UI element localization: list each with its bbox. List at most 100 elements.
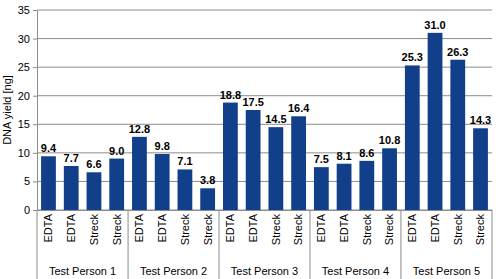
x-tick: Streck — [474, 210, 486, 245]
bar — [405, 65, 420, 210]
x-tick: Streck — [202, 210, 214, 245]
x-tick-label: EDTA — [65, 213, 77, 242]
x-tick: Streck — [179, 210, 191, 245]
x-tick: EDTA — [65, 210, 77, 243]
x-tick-label: Streck — [474, 214, 486, 246]
grid — [37, 10, 492, 210]
group-separator — [37, 210, 38, 279]
x-tick: Streck — [361, 210, 373, 245]
y-tick-label: 25 — [18, 61, 30, 73]
data-label: 18.8 — [220, 89, 241, 101]
x-tick-label: EDTA — [224, 213, 236, 242]
x-tick-label: Streck — [179, 214, 191, 246]
group-label: Test Person 4 — [322, 265, 389, 277]
data-label: 7.1 — [177, 155, 192, 167]
bar — [382, 148, 397, 210]
grid-line — [37, 95, 492, 96]
y-tick-label: 15 — [18, 118, 30, 130]
x-axis: EDTA EDTA Streck Streck EDTA EDTA Streck Streck… — [38, 210, 493, 245]
y-tick-mark — [33, 153, 37, 154]
bar — [291, 116, 306, 210]
x-tick-label: EDTA — [247, 213, 259, 242]
y-tick-label: 0 — [24, 204, 30, 216]
bar — [473, 128, 488, 210]
bar — [314, 167, 329, 210]
grid-line — [37, 10, 492, 11]
x-axis-line — [38, 210, 493, 211]
y-tick-label: 35 — [18, 4, 30, 16]
bar — [178, 169, 193, 210]
x-tick: EDTA — [429, 210, 441, 243]
data-label: 25.3 — [402, 51, 423, 63]
data-labels: 9.47.76.69.012.89.87.13.818.817.514.516.… — [41, 19, 491, 186]
x-tick-label: EDTA — [133, 213, 145, 242]
y-tick: 0 — [24, 204, 37, 216]
x-tick-label: EDTA — [406, 213, 418, 242]
bar — [359, 161, 374, 210]
data-label: 3.8 — [200, 174, 215, 186]
y-tick-mark — [33, 181, 37, 182]
y-tick: 15 — [18, 118, 37, 130]
data-label: 14.3 — [470, 114, 491, 126]
y-tick-mark — [33, 39, 37, 40]
bar — [268, 127, 283, 210]
y-tick-mark — [33, 124, 37, 125]
y-axis: 05101520253035 — [18, 4, 38, 216]
group-label: Test Person 5 — [413, 265, 480, 277]
bar — [132, 137, 147, 210]
x-tick-label: EDTA — [315, 213, 327, 242]
y-tick-label: 30 — [18, 33, 30, 45]
bar — [337, 164, 352, 210]
x-tick-label: EDTA — [338, 213, 350, 242]
bars — [41, 33, 488, 210]
x-tick: Streck — [383, 210, 395, 245]
y-tick-mark — [33, 96, 37, 97]
data-label: 26.3 — [447, 46, 468, 58]
group-separator — [400, 210, 401, 279]
y-tick-mark — [33, 210, 37, 211]
x-tick: EDTA — [406, 210, 418, 243]
x-tick-label: EDTA — [42, 213, 54, 242]
x-tick: Streck — [88, 210, 100, 245]
x-tick-label: Streck — [270, 214, 282, 246]
bar — [109, 159, 124, 210]
data-label: 6.6 — [86, 158, 101, 170]
data-label: 9.4 — [41, 142, 57, 154]
data-label: 31.0 — [424, 19, 445, 31]
groups: Test Person 1Test Person 2Test Person 3T… — [37, 210, 492, 279]
data-label: 10.8 — [379, 134, 400, 146]
x-tick-label: Streck — [88, 214, 100, 246]
grid-line — [37, 181, 492, 182]
x-tick-label: Streck — [202, 214, 214, 246]
x-tick-label: Streck — [111, 214, 123, 246]
x-tick-label: Streck — [361, 214, 373, 246]
bar — [87, 172, 102, 210]
data-label: 12.8 — [129, 123, 150, 135]
y-axis-title: DNA yield [ng] — [1, 75, 13, 145]
group-separator — [492, 210, 493, 279]
bar — [246, 110, 261, 210]
bar — [200, 188, 215, 210]
y-tick-mark — [33, 10, 37, 11]
data-label: 8.6 — [359, 147, 374, 159]
x-tick: EDTA — [338, 210, 350, 243]
x-tick: Streck — [111, 210, 123, 245]
data-label: 7.7 — [64, 152, 79, 164]
x-tick: EDTA — [224, 210, 236, 243]
y-tick: 35 — [18, 4, 37, 16]
x-tick: Streck — [270, 210, 282, 245]
bar — [155, 154, 170, 210]
x-tick: EDTA — [315, 210, 327, 243]
x-tick: Streck — [292, 210, 304, 245]
x-tick-label: Streck — [292, 214, 304, 246]
bar — [223, 103, 238, 210]
bar — [428, 33, 443, 210]
data-label: 8.1 — [336, 150, 351, 162]
grid-line — [37, 38, 492, 39]
x-tick-label: EDTA — [156, 213, 168, 242]
grid-line — [37, 210, 492, 211]
group-separator — [309, 210, 310, 279]
y-tick: 10 — [18, 147, 37, 159]
x-tick-label: Streck — [383, 214, 395, 246]
y-tick: 5 — [24, 175, 37, 187]
